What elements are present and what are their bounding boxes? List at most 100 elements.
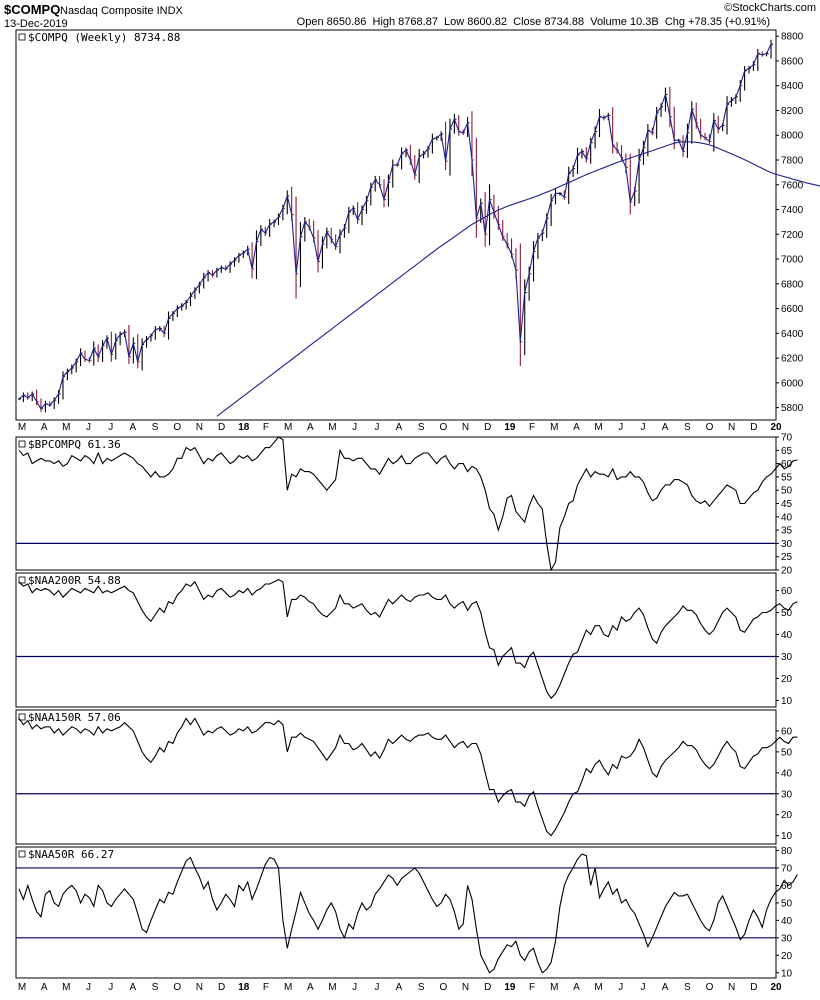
y-tick-label: 8400: [781, 81, 804, 92]
naa50r-panel: 10 20 30 40 50 60 70 80 $NAA50R 66.27: [15, 846, 798, 979]
y-tick-label: 8200: [781, 106, 804, 117]
y-tick-label: 10: [781, 696, 793, 707]
x-tick-label: A: [41, 982, 48, 993]
y-tick-label: 40: [781, 512, 793, 523]
x-tick-label: M: [284, 422, 292, 433]
y-tick-label: 7200: [781, 230, 804, 241]
y-tick-label: 60: [781, 586, 793, 597]
x-tick-label: J: [86, 422, 91, 433]
x-tick-label: D: [750, 422, 757, 433]
naa150r-line: [18, 717, 798, 837]
y-tick-label: 30: [781, 933, 793, 944]
x-tick-label: 19: [504, 982, 516, 993]
x-tick-label: N: [462, 422, 469, 433]
x-tick-label: S: [684, 422, 691, 433]
x-tick-label: O: [439, 422, 447, 433]
x-tick-label: O: [706, 982, 714, 993]
y-tick-label: 7600: [781, 180, 804, 191]
line-chart-icon: [18, 576, 26, 584]
x-tick-label: O: [706, 422, 714, 433]
x-tick-label: S: [684, 982, 691, 993]
bpcompq-line: [18, 436, 798, 572]
y-tick-label: 45: [781, 499, 793, 510]
y-tick-label: 8800: [781, 32, 804, 43]
price-close-line: [18, 43, 772, 410]
y-tick-label: 40: [781, 768, 793, 779]
price-legend: $COMPQ (Weekly) 8734.88: [28, 31, 180, 44]
line-chart-icon: [18, 440, 26, 448]
x-tick-label: N: [196, 982, 203, 993]
x-tick-label: M: [18, 422, 26, 433]
x-tick-label: M: [328, 982, 336, 993]
y-tick-label: 40: [781, 630, 793, 641]
x-tick-label: F: [529, 422, 535, 433]
x-tick-label: 18: [238, 422, 250, 433]
y-tick-label: 8000: [781, 131, 804, 142]
x-tick-label: D: [218, 422, 225, 433]
y-tick-label: 30: [781, 652, 793, 663]
x-tick-label: J: [108, 422, 113, 433]
x-tick-label: J: [618, 982, 623, 993]
x-tick-label: A: [662, 422, 669, 433]
x-tick-label: J: [374, 982, 379, 993]
x-tick-label: M: [328, 422, 336, 433]
ohlc-summary: Open 8650.86 High 8768.87 Low 8600.82 Cl…: [297, 16, 770, 28]
bpcompq-frame: [15, 436, 777, 571]
y-tick-label: 6000: [781, 378, 804, 389]
x-tick-label: M: [594, 422, 602, 433]
chart-panels: 5800 6000 6200 6400 6600 6800 7000 7200 7400 7600…: [15, 29, 820, 979]
x-tick-label: S: [152, 422, 159, 433]
y-tick-label: 50: [781, 486, 793, 497]
x-tick-label: N: [462, 982, 469, 993]
y-tick-label: 60: [781, 726, 793, 737]
x-tick-label: M: [550, 982, 558, 993]
price-frame: [15, 29, 777, 421]
x-tick-label: J: [618, 422, 623, 433]
x-tick-label: M: [62, 982, 70, 993]
x-tick-label: A: [662, 982, 669, 993]
naa50r-line: [18, 853, 798, 974]
x-tick-label: 20: [770, 422, 782, 433]
y-tick-label: 10: [781, 968, 793, 979]
line-chart-icon: [18, 713, 26, 721]
y-tick-label: 60: [781, 881, 793, 892]
y-tick-label: 30: [781, 789, 793, 800]
x-tick-label: A: [396, 982, 403, 993]
y-tick-label: 65: [781, 446, 793, 457]
y-tick-label: 20: [781, 674, 793, 685]
x-tick-label: S: [418, 422, 425, 433]
brand-watermark: ©StockCharts.com: [724, 2, 816, 14]
y-tick-label: 55: [781, 472, 793, 483]
x-tick-label: S: [418, 982, 425, 993]
x-tick-label: D: [484, 982, 491, 993]
x-tick-label: A: [130, 422, 137, 433]
x-tick-label: J: [108, 982, 113, 993]
x-tick-label: J: [352, 422, 357, 433]
naa200r-frame: [15, 572, 777, 708]
x-tick-label: D: [484, 422, 491, 433]
x-tick-label: N: [728, 422, 735, 433]
y-tick-label: 70: [781, 433, 793, 444]
y-tick-label: 20: [781, 566, 793, 577]
x-tick-label: F: [263, 982, 269, 993]
y-tick-label: 10: [781, 831, 793, 842]
x-tick-label: J: [352, 982, 357, 993]
x-tick-label: M: [594, 982, 602, 993]
y-tick-label: 20: [781, 810, 793, 821]
y-tick-label: 30: [781, 539, 793, 550]
x-tick-label: 19: [504, 422, 516, 433]
x-tick-label: N: [196, 422, 203, 433]
x-tick-label: D: [750, 982, 757, 993]
bpcompq-legend: $BPCOMPQ 61.36: [28, 438, 121, 451]
x-tick-label: M: [550, 422, 558, 433]
line-chart-icon: [18, 850, 26, 858]
x-tick-label: J: [86, 982, 91, 993]
x-axis: M A M J J A S O N D 18 F M A M J J A S O N D 19 F M A M J J A S O N D 20 M A…: [18, 422, 782, 993]
x-tick-label: J: [640, 422, 645, 433]
y-tick-label: 5800: [781, 403, 804, 414]
y-tick-label: 7000: [781, 255, 804, 266]
y-tick-label: 6600: [781, 304, 804, 315]
moving-average-line: [216, 141, 820, 417]
x-tick-label: F: [263, 422, 269, 433]
